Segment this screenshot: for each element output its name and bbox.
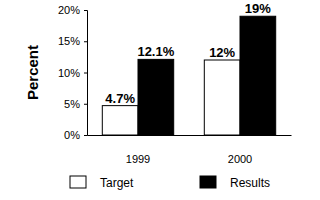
data-label: 4.7% — [105, 91, 135, 106]
y-axis-title: Percent — [24, 45, 41, 100]
legend-label: Results — [230, 176, 270, 190]
y-tick-label: 15% — [58, 35, 80, 47]
y-tick: 20% — [58, 4, 87, 16]
legend-swatch — [70, 176, 86, 188]
y-axis: 0% 5% 10% 15% 20% — [58, 4, 88, 141]
bar — [240, 16, 276, 135]
legend-label: Target — [100, 176, 134, 190]
y-tick-label: 10% — [58, 67, 80, 79]
x-axis: 1999 2000 — [88, 135, 292, 165]
y-tick: 5% — [64, 98, 87, 110]
bars — [102, 16, 275, 135]
legend-swatch — [200, 176, 216, 188]
y-tick-mark — [84, 135, 87, 136]
y-tick-mark — [84, 41, 87, 42]
y-axis-line — [84, 11, 88, 136]
chart: 0% 5% 10% 15% 20% 1999 2000 Percent 4.7% 12% 12.1%… — [0, 0, 320, 200]
x-tick: 2000 — [228, 135, 252, 165]
bar — [204, 60, 240, 135]
legend: Target Results — [70, 176, 270, 190]
x-tick-label: 1999 — [126, 153, 150, 165]
x-tick-label: 2000 — [228, 153, 252, 165]
y-tick-mark — [84, 10, 87, 11]
y-tick-mark — [84, 104, 87, 105]
x-axis-line — [88, 135, 292, 136]
bar — [138, 59, 174, 135]
y-tick-label: 5% — [64, 98, 80, 110]
y-tick-label: 0% — [64, 129, 80, 141]
bar — [102, 106, 138, 135]
x-tick: 1999 — [126, 135, 150, 165]
y-tick: 15% — [58, 35, 87, 47]
data-label: 19% — [245, 1, 271, 16]
data-labels: 4.7% 12% 12.1% 19% — [105, 1, 271, 105]
y-tick-mark — [84, 73, 87, 74]
y-tick: 10% — [58, 67, 87, 79]
y-tick: 0% — [64, 129, 87, 141]
data-label: 12% — [209, 45, 235, 60]
data-label: 12.1% — [137, 44, 174, 59]
y-tick-label: 20% — [58, 4, 80, 16]
